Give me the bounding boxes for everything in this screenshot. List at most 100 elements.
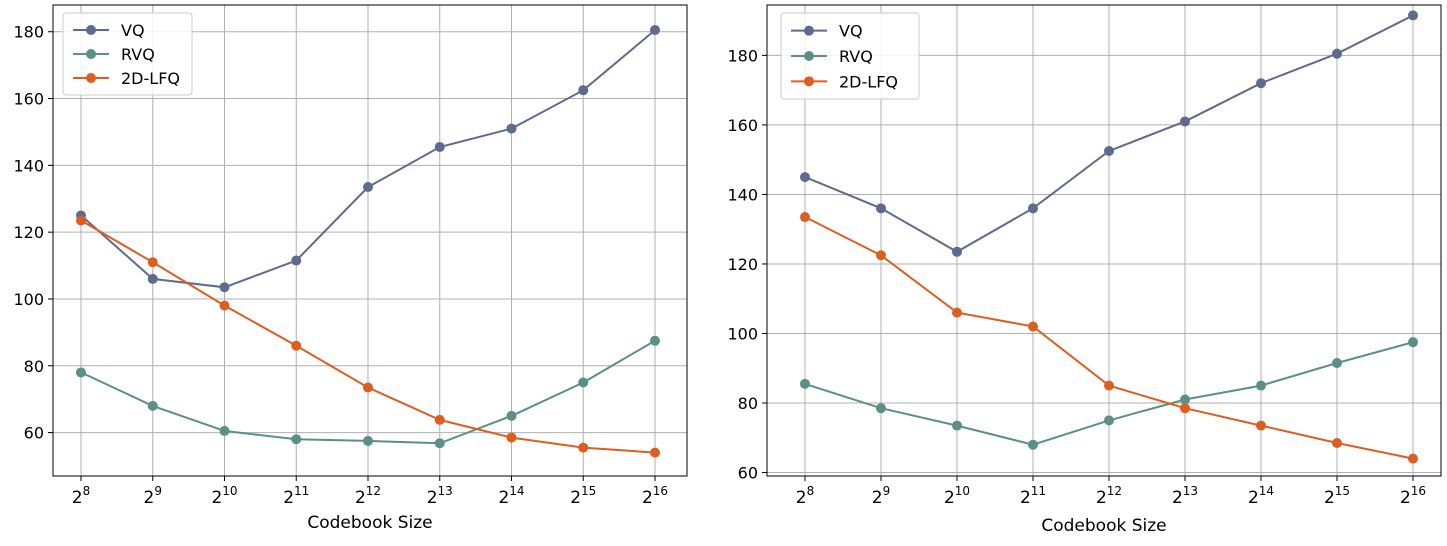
- legend-label: RVQ: [839, 47, 873, 66]
- data-point: [1104, 145, 1114, 156]
- data-point: [876, 403, 886, 414]
- legend-marker: [86, 25, 96, 35]
- legend-label: VQ: [121, 21, 145, 40]
- y-tick-label: 140: [727, 185, 758, 204]
- x-tick-label: 29: [144, 484, 162, 508]
- data-point: [434, 414, 445, 425]
- data-point: [219, 425, 230, 436]
- legend-marker: [804, 25, 814, 36]
- data-point: [1256, 380, 1266, 391]
- legend-marker: [804, 76, 814, 87]
- data-point: [363, 435, 373, 446]
- data-point: [1104, 380, 1114, 391]
- y-tick-label: 80: [738, 394, 758, 413]
- chart-2: 60 80 100 120 140 160 180 28 29 210 211 212 213 214 21…: [727, 4, 1442, 536]
- data-point: [506, 410, 517, 421]
- data-point: [650, 447, 660, 458]
- data-point: [147, 257, 158, 268]
- data-point: [650, 335, 660, 346]
- data-point: [291, 434, 302, 445]
- data-point: [1332, 358, 1342, 369]
- y-tick-label: 160: [727, 116, 758, 135]
- y-tick-label: 60: [24, 424, 44, 443]
- y-tick-label: 120: [13, 223, 44, 242]
- x-tick-label: 215: [570, 484, 596, 508]
- x-axis-label: Codebook Size: [307, 513, 432, 533]
- chart-1: 60 80 100 120 140 160 180 28 29 210 211 212 213 214 21…: [13, 4, 688, 533]
- x-tick-label: 211: [1020, 484, 1046, 508]
- data-point: [578, 85, 589, 96]
- data-point: [147, 400, 158, 411]
- y-tick-label: 120: [727, 255, 758, 274]
- data-point: [952, 246, 962, 257]
- data-point: [952, 307, 962, 318]
- data-point: [1180, 394, 1190, 405]
- data-point: [1332, 437, 1342, 448]
- legend-label: 2D-LFQ: [839, 72, 898, 91]
- x-tick-label: 28: [72, 484, 90, 508]
- x-tick-label: 213: [427, 484, 453, 508]
- x-tick-label: 212: [1096, 484, 1122, 508]
- data-point: [578, 442, 589, 453]
- legend-box: [62, 12, 193, 96]
- data-point: [1256, 78, 1266, 89]
- data-point: [876, 250, 886, 261]
- y-tick-label: 100: [13, 290, 44, 309]
- legend-marker: [86, 49, 96, 59]
- legend-label: RVQ: [121, 45, 155, 64]
- data-point: [363, 382, 373, 393]
- data-point: [800, 378, 810, 389]
- legend-marker: [86, 73, 96, 83]
- data-point: [578, 377, 589, 388]
- data-point: [1028, 321, 1038, 332]
- legend: VQ RVQ 2D-LFQ: [62, 12, 193, 96]
- data-point: [1104, 415, 1114, 426]
- data-point: [1332, 48, 1342, 59]
- data-point: [1180, 116, 1190, 127]
- x-tick-label: 211: [283, 484, 309, 508]
- x-tick-label: 216: [642, 484, 668, 508]
- y-tick-label: 160: [13, 90, 44, 109]
- data-point: [219, 282, 230, 293]
- data-point: [291, 255, 302, 266]
- data-point: [434, 438, 445, 449]
- data-point: [1256, 420, 1266, 431]
- data-point: [650, 25, 660, 36]
- x-axis-label: Codebook Size: [1041, 516, 1166, 536]
- x-tick-label: 29: [872, 484, 890, 508]
- data-point: [506, 432, 517, 443]
- data-point: [1408, 337, 1418, 348]
- data-point: [1180, 403, 1190, 414]
- x-tick-label: 214: [498, 484, 524, 508]
- x-tick-label: 216: [1400, 484, 1426, 508]
- data-point: [506, 123, 517, 134]
- y-tick-label: 100: [727, 324, 758, 343]
- y-tick-label: 140: [13, 156, 44, 175]
- data-point: [1408, 10, 1418, 21]
- x-tick-label: 210: [944, 484, 970, 508]
- data-point: [363, 182, 373, 193]
- y-tick-label: 180: [727, 46, 758, 65]
- data-point: [1028, 439, 1038, 450]
- data-point: [434, 141, 445, 152]
- legend-box: [780, 12, 920, 100]
- x-tick-label: 215: [1324, 484, 1350, 508]
- legend: VQ RVQ 2D-LFQ: [780, 12, 920, 100]
- data-point: [800, 212, 810, 223]
- x-tick-label: 214: [1248, 484, 1274, 508]
- data-point: [876, 203, 886, 214]
- y-tick-label: 60: [738, 464, 758, 483]
- y-tick-label: 80: [24, 357, 44, 376]
- data-point: [76, 367, 86, 378]
- data-point: [1028, 203, 1038, 214]
- x-tick-label: 213: [1172, 484, 1198, 508]
- data-point: [76, 215, 86, 226]
- plot-frame: [766, 4, 1442, 477]
- legend-label: 2D-LFQ: [121, 69, 180, 88]
- x-tick-label: 212: [355, 484, 381, 508]
- data-point: [219, 300, 230, 311]
- data-point: [1408, 453, 1418, 464]
- y-tick-label: 180: [13, 23, 44, 42]
